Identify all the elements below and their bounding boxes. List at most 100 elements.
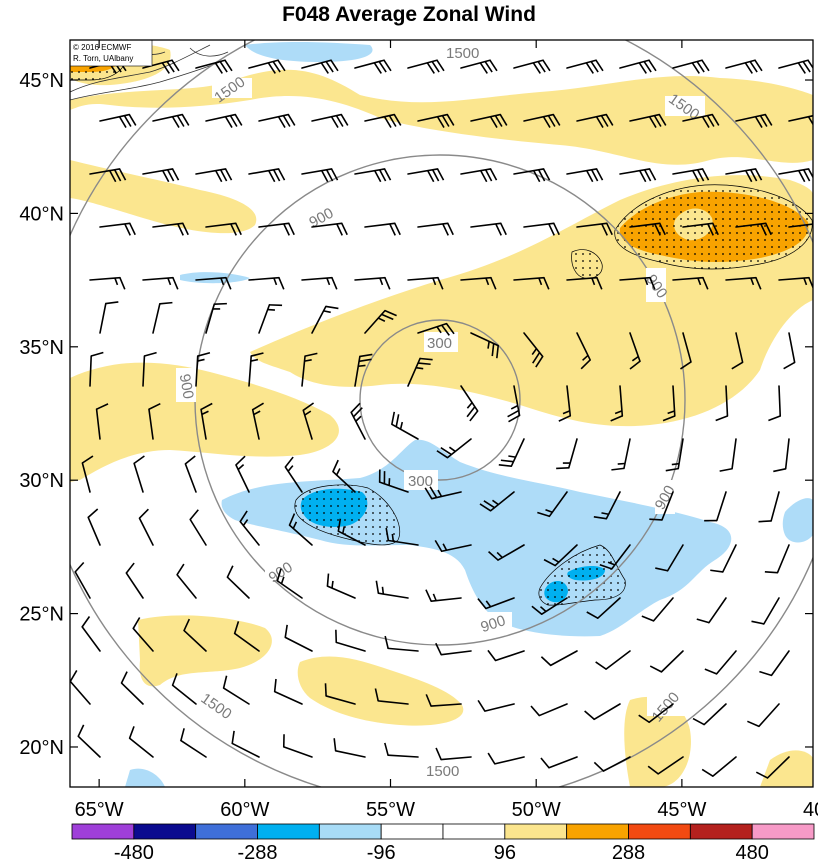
colorbar-segment — [318, 823, 382, 840]
colorbar-segment — [195, 823, 258, 840]
wind-barb — [435, 747, 472, 761]
wind-barb — [487, 752, 525, 765]
wind-barb — [99, 222, 136, 236]
wind-barb — [354, 353, 373, 387]
wind-barb — [719, 438, 737, 472]
lon-label: 45°W — [657, 799, 706, 821]
wind-barb — [301, 59, 339, 74]
latitude-labels: 45°N 40°N 35°N 30°N 25°N 20°N — [19, 70, 64, 759]
wind-barb — [133, 455, 145, 493]
lat-label: 35°N — [19, 337, 64, 359]
colorbar-label: 96 — [494, 842, 516, 861]
wind-barb — [662, 385, 676, 422]
wind-barb — [200, 402, 213, 440]
colorbar-segment — [257, 823, 320, 840]
wind-barb — [595, 650, 631, 670]
wind-barb — [152, 222, 189, 236]
wind-barb — [311, 222, 348, 236]
wind-barb — [70, 670, 91, 705]
wind-barb — [751, 597, 780, 625]
wind-barb — [87, 508, 101, 546]
wind-barb — [205, 302, 227, 334]
wind-barb — [477, 597, 515, 610]
wind-barb — [384, 635, 419, 652]
colorbar-segment — [442, 823, 506, 840]
wind-barb — [619, 168, 657, 183]
wind-barb — [171, 673, 197, 705]
wind-barb — [593, 756, 631, 772]
wind-barb — [610, 385, 624, 422]
wind-barb — [523, 222, 560, 236]
wind-barb — [672, 276, 709, 290]
wind-barb — [89, 276, 126, 290]
lon-label: 55°W — [366, 799, 415, 821]
wind-barb — [301, 168, 339, 183]
colorbar-segment — [566, 823, 629, 840]
wind-barb — [638, 703, 674, 724]
wind-barb — [302, 402, 315, 440]
shade-blue-south — [125, 768, 165, 787]
wind-barb — [407, 168, 445, 183]
wind-barb — [337, 518, 366, 546]
map-title: F048 Average Zonal Wind — [282, 3, 536, 26]
wind-barb — [477, 699, 515, 712]
wind-barb — [284, 624, 313, 652]
wind-barb — [773, 438, 790, 473]
wind-barb — [74, 561, 91, 599]
wind-barb — [731, 332, 744, 370]
wind-barb — [311, 113, 349, 128]
wind-barb — [649, 650, 684, 673]
wind-barb — [273, 678, 303, 705]
wind-barb — [81, 616, 101, 652]
wind-barb — [530, 703, 568, 717]
wind-barb — [142, 168, 180, 183]
colorbar-label: 480 — [735, 842, 768, 861]
ring-label-1500-top: 1500 — [446, 45, 479, 62]
wind-barb — [425, 589, 462, 602]
wind-barb — [152, 113, 190, 128]
wind-barb — [205, 113, 243, 128]
wind-barb — [759, 650, 790, 677]
wind-barb — [470, 113, 508, 128]
wind-barb — [460, 385, 479, 422]
wind-barb — [701, 756, 737, 777]
shade-northwest — [70, 160, 257, 234]
wind-barb — [99, 301, 119, 334]
wind-barb — [407, 276, 444, 290]
colorbar-segment — [504, 823, 568, 840]
shade-west — [70, 362, 339, 482]
shade-blue-north — [245, 41, 373, 62]
shade-south-center — [297, 656, 464, 726]
wind-barb — [788, 222, 813, 228]
wind-barb — [424, 486, 462, 500]
wind-barb — [258, 113, 296, 128]
wind-barb — [326, 573, 356, 599]
wind-barb — [233, 621, 260, 652]
ring-label-900-left: 900 — [176, 373, 197, 401]
wind-barb — [391, 411, 419, 440]
wind-barb — [778, 168, 813, 183]
wind-barb — [89, 351, 104, 387]
wind-barb — [479, 491, 515, 512]
lon-label: 65°W — [75, 799, 124, 821]
wind-barb — [704, 650, 737, 675]
wind-barb — [558, 385, 572, 422]
wind-barb — [311, 305, 339, 334]
wind-barb — [540, 650, 578, 667]
wind-barb — [498, 438, 525, 468]
wind-barb — [148, 402, 161, 440]
lat-label: 45°N — [19, 70, 64, 92]
wind-barb — [176, 563, 197, 599]
wind-barb — [460, 276, 497, 290]
wind-barb — [725, 276, 762, 290]
lat-label: 25°N — [19, 604, 64, 626]
colorbar-label: -288 — [237, 842, 277, 861]
wind-barb — [725, 168, 763, 183]
shade-north-band — [70, 69, 813, 165]
wind-barb — [95, 403, 109, 440]
wind-barb — [593, 491, 621, 520]
wind-barb — [417, 322, 455, 336]
wind-barb — [333, 738, 366, 758]
wind-barb — [301, 276, 338, 290]
